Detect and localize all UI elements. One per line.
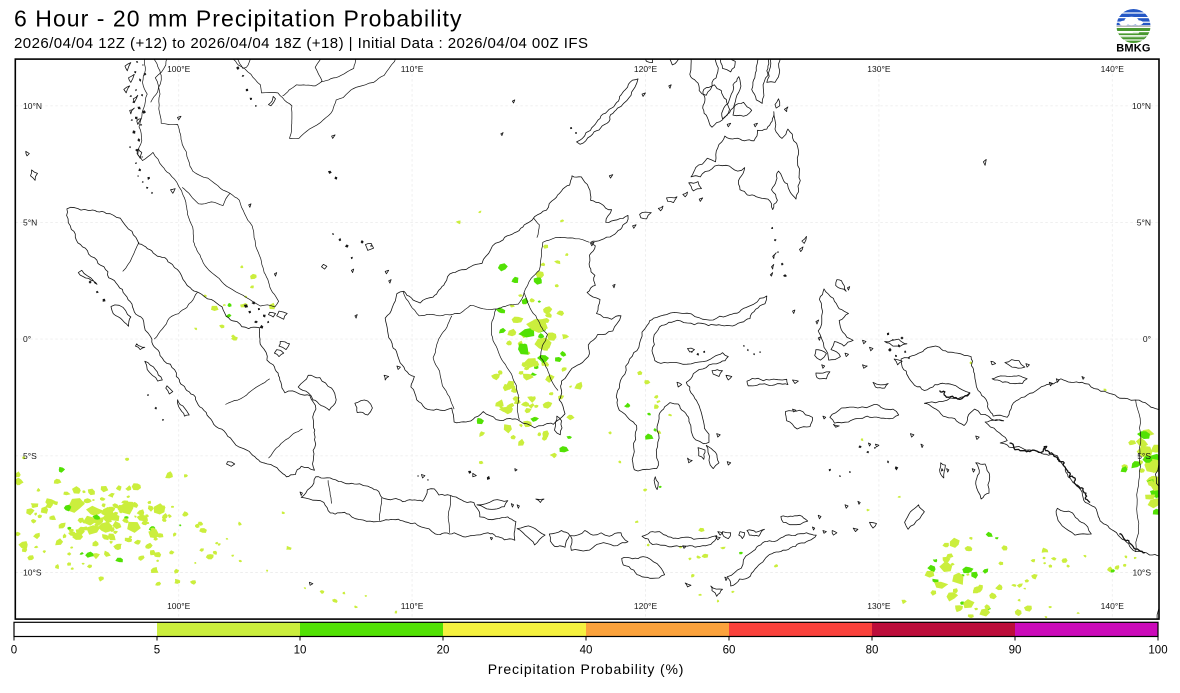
svg-text:0°: 0° (1143, 334, 1151, 344)
svg-text:5°S: 5°S (23, 451, 37, 461)
svg-text:0: 0 (11, 645, 17, 657)
svg-text:10°S: 10°S (23, 568, 42, 578)
svg-text:BMKG: BMKG (1116, 43, 1150, 55)
svg-text:40: 40 (580, 645, 593, 657)
svg-text:130°E: 130°E (867, 64, 891, 74)
svg-text:10°N: 10°N (23, 101, 42, 111)
svg-text:120°E: 120°E (634, 64, 658, 74)
svg-text:100°E: 100°E (167, 64, 191, 74)
svg-text:5: 5 (154, 645, 160, 657)
svg-text:0°: 0° (23, 334, 31, 344)
svg-text:120°E: 120°E (634, 601, 658, 611)
svg-text:5°S: 5°S (1137, 451, 1151, 461)
svg-text:140°E: 140°E (1101, 64, 1125, 74)
svg-text:80: 80 (866, 645, 879, 657)
svg-text:90: 90 (1009, 645, 1022, 657)
svg-text:5°N: 5°N (1137, 217, 1151, 227)
svg-text:5°N: 5°N (23, 217, 37, 227)
svg-text:10°N: 10°N (1132, 101, 1151, 111)
svg-text:10°S: 10°S (1132, 568, 1151, 578)
svg-text:130°E: 130°E (867, 601, 891, 611)
svg-text:140°E: 140°E (1101, 601, 1125, 611)
svg-text:20: 20 (437, 645, 450, 657)
svg-text:2026/04/04 12Z (+12) to 2026/0: 2026/04/04 12Z (+12) to 2026/04/04 18Z (… (14, 35, 588, 52)
svg-text:100: 100 (1148, 645, 1167, 657)
svg-text:60: 60 (723, 645, 736, 657)
svg-text:110°E: 110°E (401, 64, 424, 74)
svg-text:Precipitation Probability (%): Precipitation Probability (%) (488, 661, 685, 677)
svg-text:100°E: 100°E (167, 601, 191, 611)
svg-text:10: 10 (294, 645, 307, 657)
svg-text:6 Hour - 20 mm Precipitation P: 6 Hour - 20 mm Precipitation Probability (14, 6, 463, 32)
svg-text:110°E: 110°E (401, 601, 424, 611)
